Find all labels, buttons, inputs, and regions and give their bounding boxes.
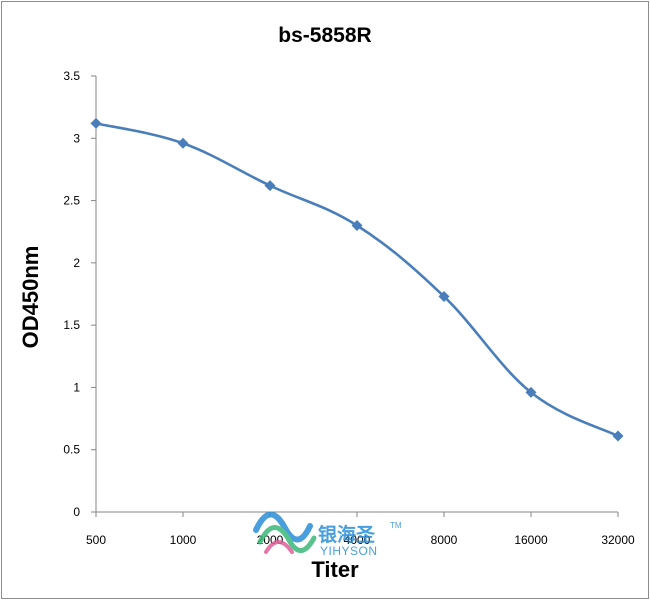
logo-trademark: TM: [390, 521, 402, 530]
y-tick-label: 2: [73, 256, 80, 270]
data-point-diamond: [438, 290, 450, 302]
x-tick-label: 4000: [344, 533, 371, 547]
x-tick-label: 500: [86, 533, 106, 547]
data-point-diamond: [351, 219, 363, 231]
x-tick-label: 1000: [170, 533, 197, 547]
x-tick-label: 8000: [431, 533, 458, 547]
y-axis-label: OD450nm: [18, 246, 43, 349]
y-tick-label: 0: [73, 505, 80, 519]
series-layer: [90, 117, 624, 442]
x-axis-label: Titer: [311, 557, 359, 582]
series-line: [95, 122, 619, 438]
logo-emblem-icon: [253, 511, 317, 554]
y-tick-label: 2.5: [63, 194, 80, 208]
x-tick-group: 500 1000 2000 4000 8000 16000 32000: [86, 512, 635, 547]
y-tick-label: 0.5: [63, 443, 80, 457]
y-tick-label: 3.5: [63, 69, 80, 83]
data-point-diamond: [177, 137, 189, 149]
x-tick-label: 16000: [514, 533, 548, 547]
data-point-diamond: [525, 386, 537, 398]
data-point-diamond: [264, 180, 276, 192]
data-point-diamond: [90, 117, 102, 129]
y-tick-label: 1: [73, 380, 80, 394]
logo-text-en: YIHYSON: [320, 544, 378, 558]
chart-title: bs-5858R: [278, 24, 371, 47]
y-tick-label: 1.5: [63, 318, 80, 332]
y-tick-label: 3: [73, 131, 80, 145]
logo-text-cn: 银海圣: [318, 523, 376, 546]
watermark-logo: 银海圣 TM YIHYSON: [253, 511, 402, 558]
y-tick-group: 0 0.5 1 1.5 2 2.5 3 3.5: [63, 69, 96, 519]
x-tick-label: 32000: [601, 533, 635, 547]
data-point-diamond: [612, 430, 624, 442]
